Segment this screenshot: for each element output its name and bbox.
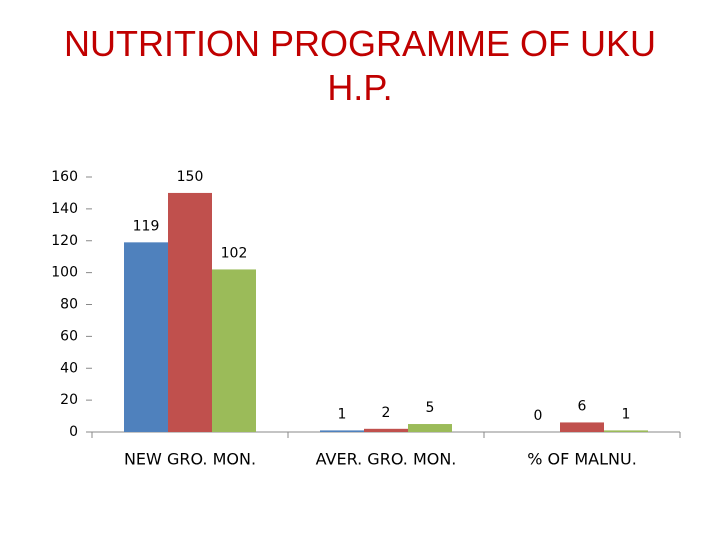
chart-title: NUTRITION PROGRAMME OF UKU H.P. [64, 23, 656, 108]
data-label: 2 [382, 405, 391, 421]
data-label: 0 [534, 408, 543, 424]
y-tick-label: 0 [69, 424, 78, 440]
y-tick-label: 20 [60, 392, 78, 408]
y-tick-label: 80 [60, 297, 78, 313]
data-label: 6 [578, 398, 587, 414]
bar [364, 428, 408, 432]
bar [212, 269, 256, 432]
data-label: 1 [338, 406, 347, 422]
data-label: 119 [133, 218, 160, 234]
y-tick-label: 100 [51, 265, 78, 281]
bar [168, 192, 212, 432]
bar [408, 424, 452, 432]
data-label: 102 [221, 245, 248, 261]
x-tick-label: AVER. GRO. MON. [316, 450, 457, 469]
bar [124, 242, 168, 432]
data-label: 1 [622, 406, 631, 422]
y-tick-label: 140 [51, 201, 78, 217]
y-tick-label: 160 [51, 169, 78, 185]
x-tick-label: NEW GRO. MON. [124, 450, 256, 469]
data-label: 5 [426, 400, 435, 416]
bar [604, 430, 648, 432]
bar [320, 430, 364, 432]
bar [560, 422, 604, 432]
y-tick-label: 120 [51, 233, 78, 249]
x-tick-label: % OF MALNU. [527, 450, 637, 469]
data-label: 150 [177, 169, 204, 185]
y-tick-label: 60 [60, 328, 78, 344]
y-tick-label: 40 [60, 360, 78, 376]
